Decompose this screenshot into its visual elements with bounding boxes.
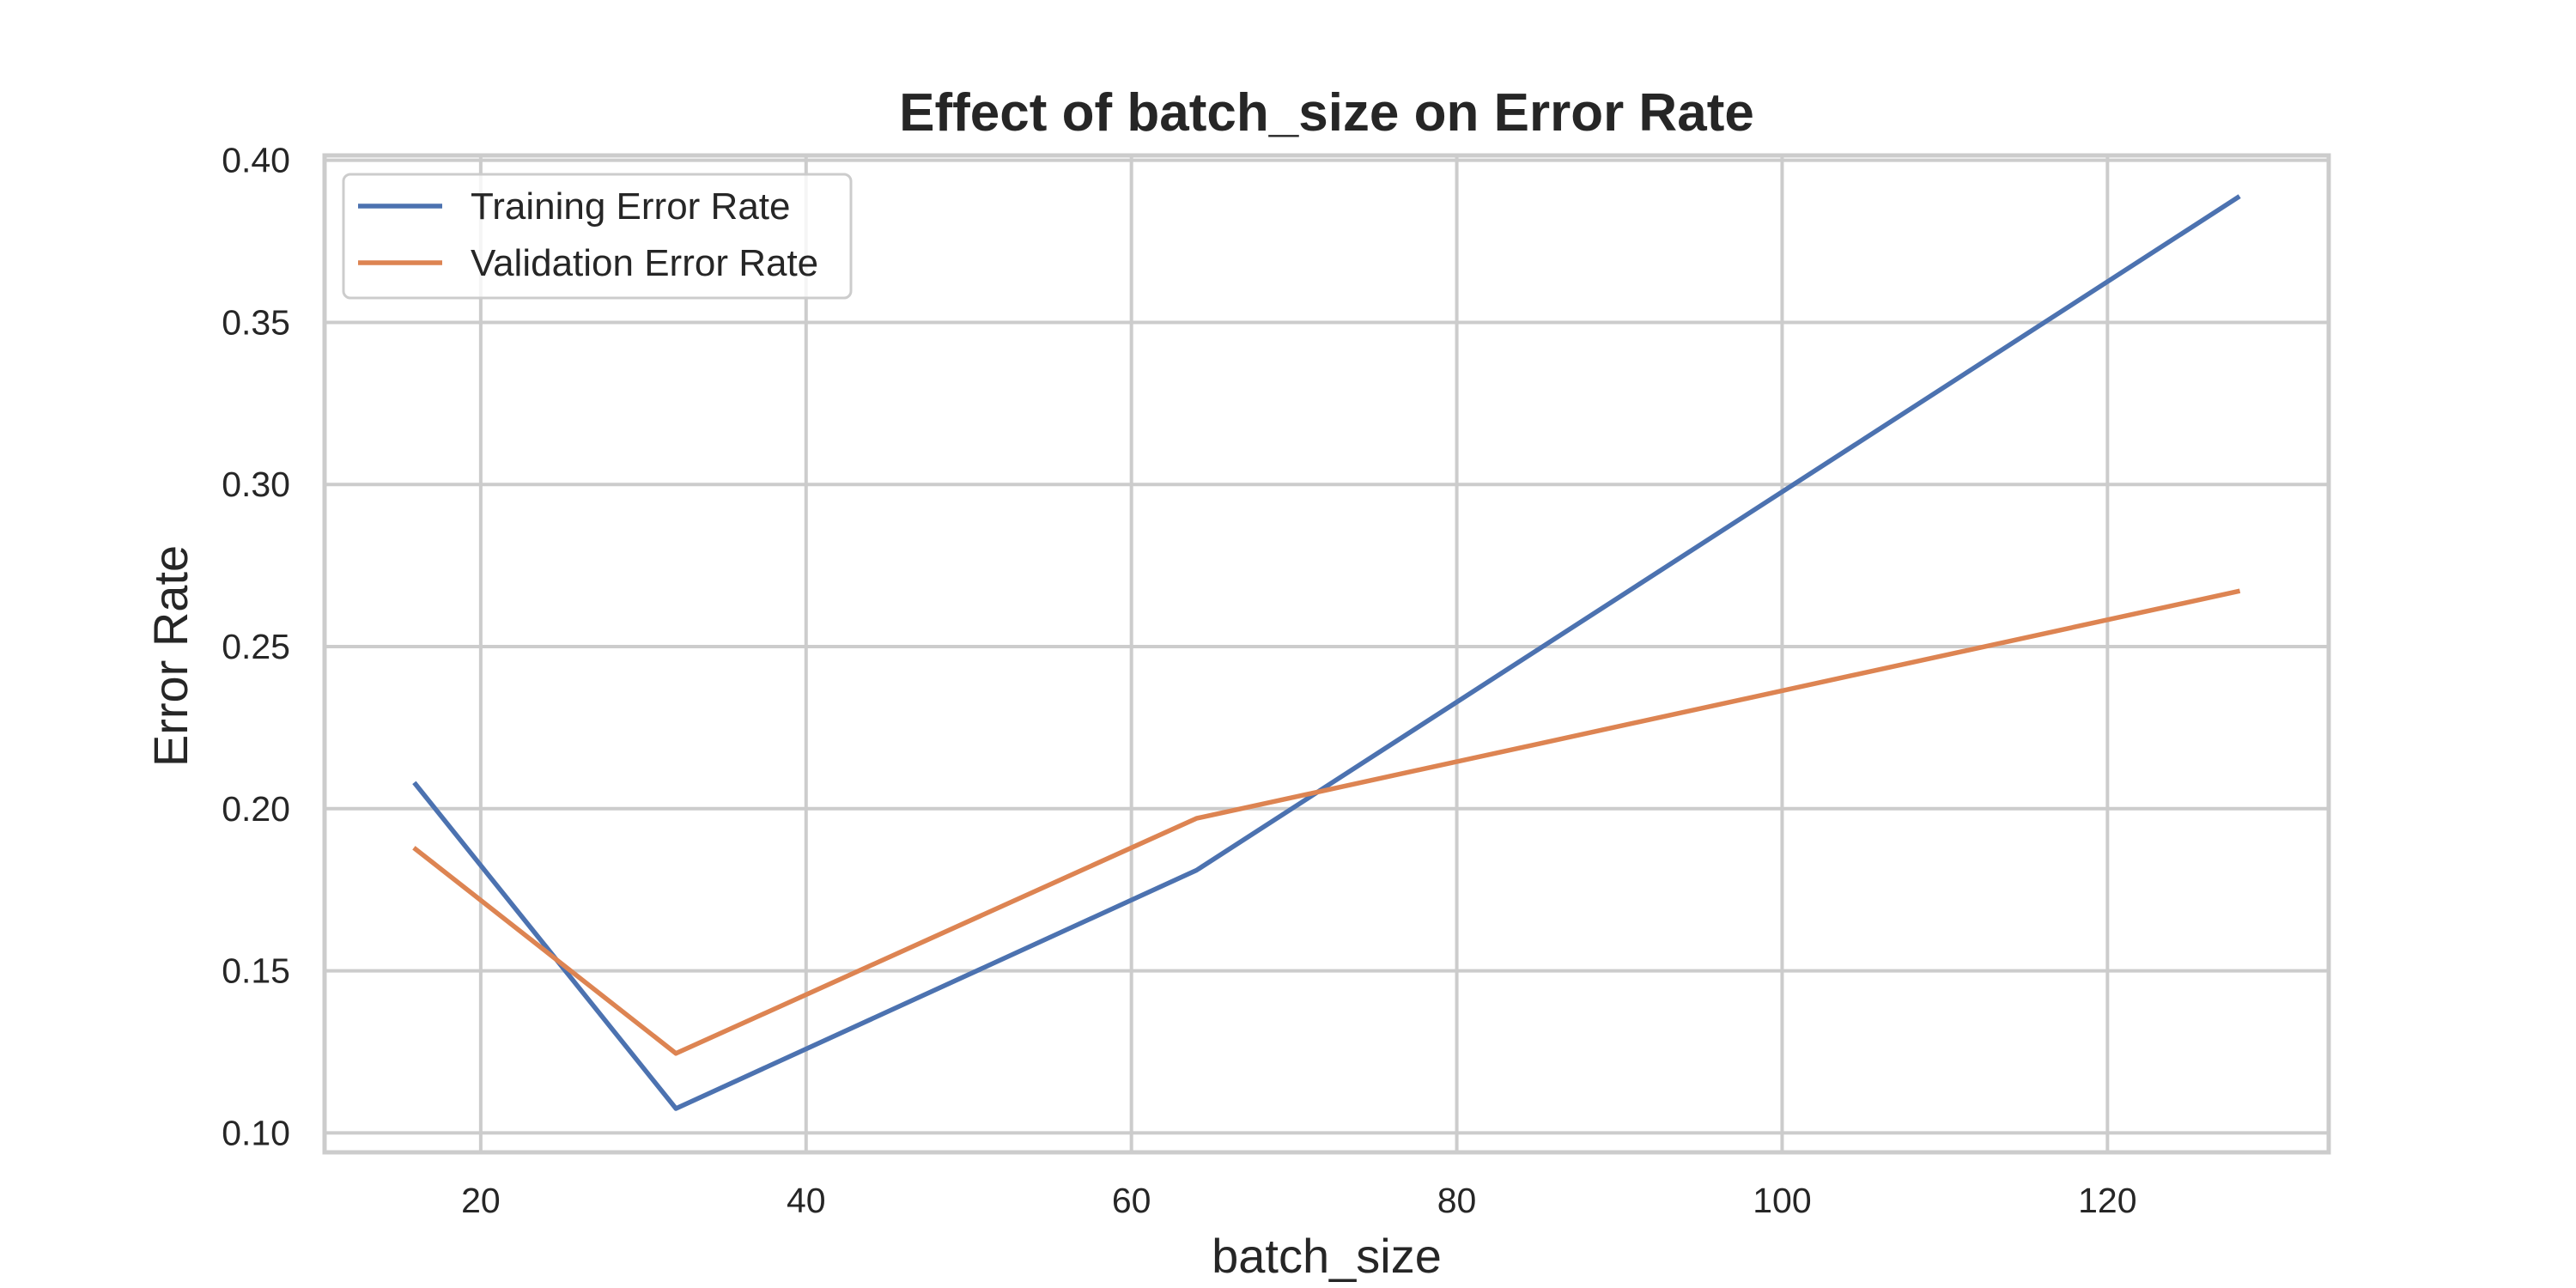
legend-label: Training Error Rate [471,185,791,228]
x-tick-label: 60 [1112,1181,1151,1220]
y-tick-labels: 0.10 0.15 0.20 0.25 0.30 0.35 0.40 [222,141,290,1153]
y-tick-label: 0.15 [222,951,290,991]
series-line-training [412,194,2241,1111]
legend-box [342,173,853,300]
plot-frame [322,153,2331,1155]
chart-title: Effect of batch_size on Error Rate [899,83,1754,143]
series-lines [412,194,2241,1111]
y-tick-label: 0.30 [222,465,290,504]
y-tick-label: 0.20 [222,789,290,829]
y-tick-label: 0.25 [222,627,290,666]
series-line-validation [412,588,2241,1056]
x-axis-label: batch_size [1212,1229,1442,1283]
x-tick-label: 120 [2078,1181,2136,1220]
x-tick-label: 100 [1753,1181,1811,1220]
x-tick-label: 80 [1437,1181,1477,1220]
legend-label: Validation Error Rate [471,242,818,284]
y-tick-label: 0.40 [222,141,290,180]
y-axis-label: Error Rate [143,545,197,767]
x-tick-label: 40 [787,1181,826,1220]
y-tick-label: 0.10 [222,1113,290,1152]
x-tick-labels: 20 40 60 80 100 120 [461,1181,2136,1220]
x-tick-label: 20 [461,1181,501,1220]
y-tick-label: 0.35 [222,302,290,342]
legend: Training Error Rate Validation Error Rate [342,173,853,300]
